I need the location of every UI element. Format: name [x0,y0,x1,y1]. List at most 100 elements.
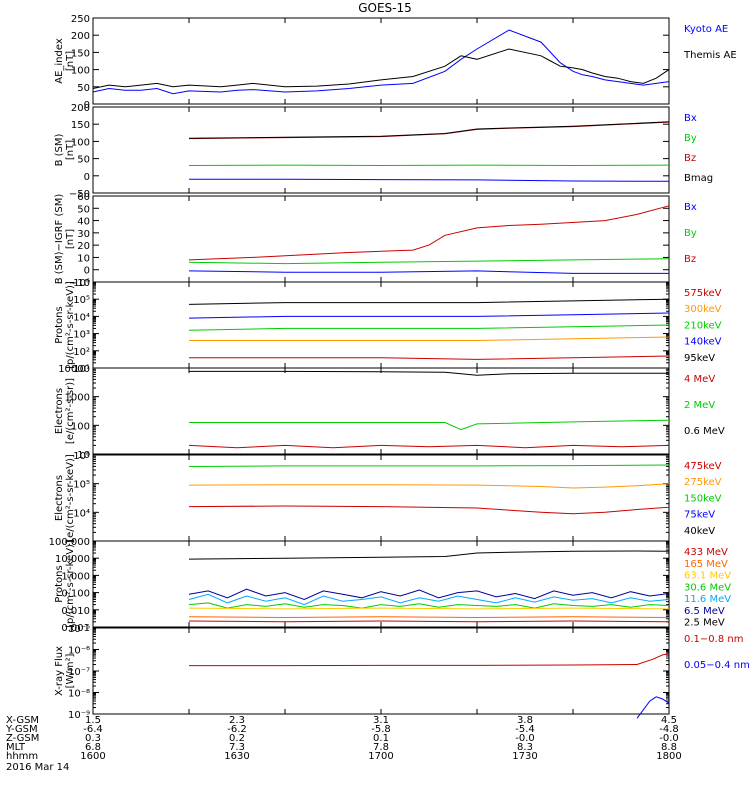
y-tick-label: 10⁻⁶ [68,646,90,657]
legend-entry: By [684,228,697,239]
y-tick-label: 30 [77,229,90,240]
y-tick-label: 60 [77,192,90,203]
y-tick-label: 100 [71,421,90,432]
legend-entry: 475keV [684,461,722,472]
footer-value: 1600 [80,751,105,762]
y-tick-label: 10⁴ [73,508,90,519]
series-0.1-0.8-nm [189,653,670,667]
footer-value: -4.8 [659,724,679,735]
y-axis-label: B (SM)−IGRF (SM) [54,194,65,285]
legend-entry: 2.5 MeV [684,618,725,629]
y-tick-label: 200 [71,103,90,114]
y-tick-label: 250 [71,14,90,25]
y-axis-label: [p/(cm²-s-sr-keV)] [65,540,76,628]
y-tick-label: 100 [71,66,90,77]
y-tick-label: 10⁶ [73,451,90,462]
y-tick-label: 1000 [65,393,90,404]
panel-1: 0 50 100 150 200 250 AE_index [nT] Kyoto AE Themi… [54,14,737,111]
series-165-MeV [188,616,670,619]
footer-value: 8.3 [517,742,533,753]
panel-frame [92,367,670,455]
panel-6: 10⁴ 10⁵ 10⁶ Electrons [e/(cm²-s-sr-keV)] 475k… [54,451,722,542]
legend-entry: 0.1−0.8 nm [684,634,743,645]
footer-row-label: Y-GSM [5,724,38,735]
y-tick-label: 10⁴ [73,312,90,323]
y-tick-label: 10⁵ [73,480,90,491]
y-axis-label: [e/(cm²-s-sr-keV)] [65,454,76,542]
y-axis-label: [e/(cm²-s-sr)] [65,378,76,444]
panel-7: 0.001 0.010 0.100 1.000 10.000 100.000 Protons… [49,537,732,634]
legend-entry: 40keV [684,526,715,537]
series-Themis-AE [92,48,670,89]
series-2-MeV [189,419,670,431]
series-Bx [188,270,669,274]
footer-value: 0.2 [229,733,245,744]
legend-entry: Bx [684,113,697,124]
footer-row-label: Z-GSM [6,733,39,744]
y-tick-label: 50 [77,204,90,215]
series-By [188,258,670,265]
y-tick-label: 0 [84,266,90,277]
footer-value: -0.0 [515,733,535,744]
y-tick-label: 10⁻⁸ [68,689,90,700]
y-axis-label: X-ray Flux [54,646,65,696]
legend-entry: 0.6 MeV [684,426,725,437]
y-tick-label: 10¹ [73,364,90,375]
panel-8: 10⁻⁹ 10⁻⁸ 10⁻⁷ 10⁻⁶ 10⁻⁵X-ray Flux [W/m²] 0.1−… [54,624,750,721]
series-4-MeV [188,444,670,449]
series-63.1-MeV [188,607,670,610]
y-tick-label: 10 [77,450,90,461]
legend-entry: 63.1 MeV [684,571,731,582]
legend-entry: 275keV [684,477,722,488]
series-210keV [188,324,670,331]
series-433-MeV [188,620,670,623]
panel-5: 10 100 1000 10000 Electrons [e/(cm²-s-sr)] 4 M… [54,364,725,461]
y-axis-label: [nT] [65,229,76,249]
legend-entry: Bz [684,254,696,265]
footer-value: 8.8 [661,742,677,753]
y-tick-label: 0 [84,100,90,111]
y-tick-label: 0.100 [61,589,90,600]
y-axis-label: [nT] [65,51,76,71]
y-tick-label: 10 [77,253,90,264]
y-tick-label: 50 [77,155,90,166]
series-150keV [188,464,670,467]
y-tick-label: 150 [71,48,90,59]
series-11.6-MeV [188,593,670,606]
footer-value: 1.5 [85,715,101,726]
footer-value: -5.8 [371,724,391,735]
y-axis-label: [W/m²] [65,653,76,688]
series-30.6-MeV [188,602,670,609]
legend-entry: By [684,133,697,144]
footer-value: 0.3 [85,733,101,744]
series-575keV [189,355,670,360]
chart-title: GOES-15 [358,1,412,15]
footer-value: 1630 [224,751,249,762]
y-axis-label: Protons [54,565,65,602]
legend-entry: 30.6 MeV [684,582,731,593]
y-tick-label: 10² [73,347,90,358]
legend-entry: 4 MeV [684,374,715,385]
footer-value: 0.1 [373,733,389,744]
legend-entry: Bz [684,153,696,164]
series-Kyoto-AE [92,29,670,95]
legend-entry: 6.5 MeV [684,606,725,617]
series-Bz [188,205,670,261]
legend-entry: 575keV [684,288,722,299]
y-axis-label: Electrons [54,475,65,521]
legend-entry: 2 MeV [684,400,715,411]
y-tick-label: 1.000 [61,571,90,582]
series-300keV [189,336,670,341]
legend-entry: 210keV [684,320,722,331]
footer-row-label: X-GSM [6,715,39,726]
legend-entry: 95keV [684,353,715,364]
y-tick-label: 10.000 [55,554,90,565]
series-Bx [189,178,670,182]
footer-value: 7.8 [373,742,389,753]
series-140keV [188,312,670,319]
panel-frame [92,195,670,283]
y-tick-label: 10⁶ [73,278,90,289]
legend-entry: 11.6 MeV [684,594,731,605]
